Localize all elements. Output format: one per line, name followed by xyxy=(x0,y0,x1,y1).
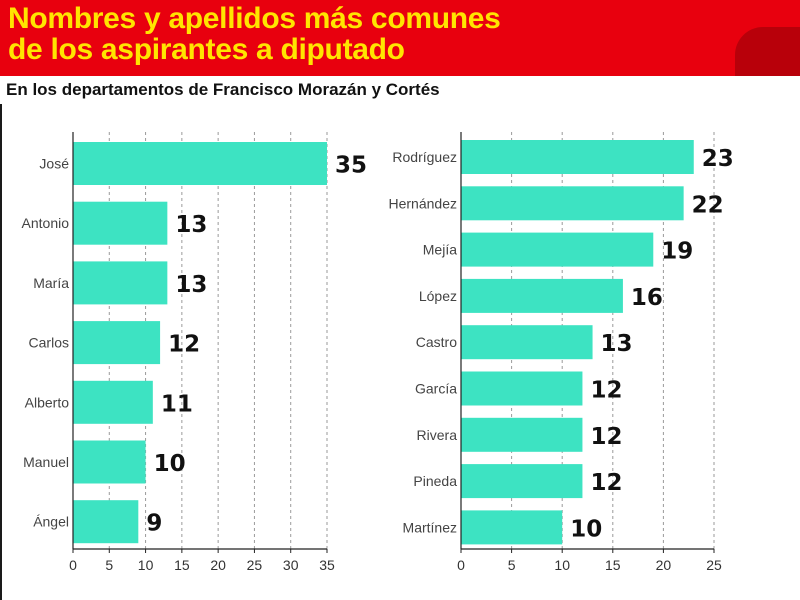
names-bar xyxy=(73,380,153,424)
names-value-label: 13 xyxy=(175,212,207,238)
names-bar xyxy=(73,261,168,305)
surnames-tick-label: 5 xyxy=(508,557,516,573)
surnames-category-label: Hernández xyxy=(389,195,458,211)
surnames-value-label: 12 xyxy=(590,378,622,404)
surnames-tick-label: 15 xyxy=(605,557,621,573)
names-tick-label: 0 xyxy=(69,557,77,573)
names-tick-label: 30 xyxy=(283,557,299,573)
surnames-value-label: 13 xyxy=(601,331,633,357)
names-bar xyxy=(73,201,168,245)
surnames-bar xyxy=(461,232,654,267)
surnames-bar xyxy=(461,417,583,452)
names-value-label: 35 xyxy=(335,153,367,179)
page-title: Nombres y apellidos más comunes de los a… xyxy=(8,3,708,65)
surnames-value-label: 23 xyxy=(702,146,734,172)
surnames-tick-label: 10 xyxy=(554,557,570,573)
names-category-label: Antonio xyxy=(22,215,70,231)
page-title-line-2: de los aspirantes a diputado xyxy=(8,33,405,66)
surnames-bar xyxy=(461,510,563,545)
names-category-label: Manuel xyxy=(23,454,69,470)
surnames-category-label: Pineda xyxy=(413,473,457,489)
names-tick-label: 15 xyxy=(174,557,190,573)
surnames-value-label: 12 xyxy=(590,424,622,450)
surnames-category-label: Mejía xyxy=(423,242,457,258)
names-bar xyxy=(73,500,139,544)
names-tick-label: 5 xyxy=(105,557,113,573)
surnames-bar xyxy=(461,278,623,313)
surnames-value-label: 12 xyxy=(590,470,622,496)
names-tick-label: 20 xyxy=(210,557,226,573)
header-banner: Nombres y apellidos más comunes de los a… xyxy=(0,0,800,76)
names-value-label: 13 xyxy=(175,272,207,298)
surnames-bar xyxy=(461,371,583,406)
names-value-label: 10 xyxy=(154,451,186,477)
surnames-category-label: Castro xyxy=(416,334,457,350)
names-category-label: María xyxy=(33,275,69,291)
names-tick-label: 25 xyxy=(247,557,263,573)
surnames-bar xyxy=(461,464,583,499)
surnames-category-label: García xyxy=(415,381,457,397)
names-chart: José 35 Antonio 13 María 13 Carlos 12 Alberto 11 M… xyxy=(22,132,367,573)
surnames-category-label: Rodríguez xyxy=(392,149,457,165)
names-value-label: 9 xyxy=(146,511,162,537)
names-bar xyxy=(73,440,146,484)
surnames-category-label: Rivera xyxy=(417,427,458,443)
surnames-value-label: 10 xyxy=(570,516,602,542)
names-value-label: 11 xyxy=(161,391,193,417)
page-subtitle: En los departamentos de Francisco Morazá… xyxy=(6,80,440,99)
names-value-label: 12 xyxy=(168,332,200,358)
names-bar xyxy=(73,321,161,365)
surnames-tick-label: 0 xyxy=(457,557,465,573)
surnames-value-label: 22 xyxy=(692,192,724,218)
surnames-bar xyxy=(461,325,593,360)
surnames-bar xyxy=(461,140,694,174)
names-tick-label: 35 xyxy=(319,557,335,573)
surnames-category-label: López xyxy=(419,288,457,304)
names-category-label: Alberto xyxy=(25,394,70,410)
surnames-value-label: 19 xyxy=(661,239,693,265)
surnames-tick-label: 20 xyxy=(656,557,672,573)
surnames-category-label: Martínez xyxy=(403,519,457,535)
page-title-line-1: Nombres y apellidos más comunes xyxy=(8,2,501,35)
names-tick-label: 10 xyxy=(138,557,154,573)
surnames-bar xyxy=(461,186,684,221)
surnames-tick-label: 25 xyxy=(706,557,722,573)
names-category-label: José xyxy=(39,156,69,172)
names-bar xyxy=(73,142,327,185)
names-category-label: Carlos xyxy=(29,335,69,351)
left-divider xyxy=(0,104,2,600)
surnames-value-label: 16 xyxy=(631,285,663,311)
header-accent-tab xyxy=(735,27,800,76)
names-category-label: Ángel xyxy=(33,514,69,530)
